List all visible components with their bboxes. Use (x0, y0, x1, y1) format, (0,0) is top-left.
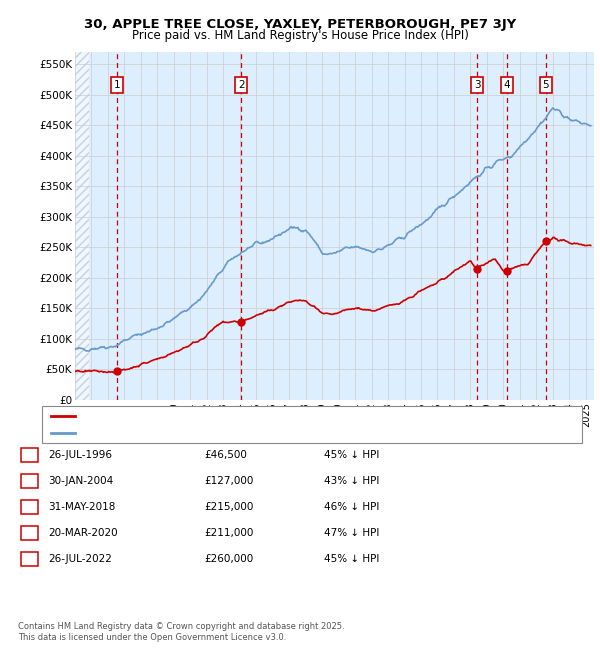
Text: 2: 2 (26, 476, 33, 486)
Text: 4: 4 (503, 80, 511, 90)
Text: Price paid vs. HM Land Registry's House Price Index (HPI): Price paid vs. HM Land Registry's House … (131, 29, 469, 42)
Text: 26-JUL-2022: 26-JUL-2022 (48, 554, 112, 564)
Text: 30, APPLE TREE CLOSE, YAXLEY, PETERBOROUGH, PE7 3JY (detached house): 30, APPLE TREE CLOSE, YAXLEY, PETERBOROU… (79, 411, 459, 421)
Text: 2: 2 (238, 80, 244, 90)
Text: 43% ↓ HPI: 43% ↓ HPI (324, 476, 379, 486)
Text: 46% ↓ HPI: 46% ↓ HPI (324, 502, 379, 512)
Text: £215,000: £215,000 (204, 502, 253, 512)
Text: 45% ↓ HPI: 45% ↓ HPI (324, 554, 379, 564)
Text: 5: 5 (542, 80, 549, 90)
Text: 26-JUL-1996: 26-JUL-1996 (48, 450, 112, 460)
Text: 31-MAY-2018: 31-MAY-2018 (48, 502, 115, 512)
Text: 3: 3 (26, 502, 33, 512)
Text: 1: 1 (26, 450, 33, 460)
Text: 5: 5 (26, 554, 33, 564)
Text: 45% ↓ HPI: 45% ↓ HPI (324, 450, 379, 460)
Text: 4: 4 (26, 528, 33, 538)
Text: Contains HM Land Registry data © Crown copyright and database right 2025.
This d: Contains HM Land Registry data © Crown c… (18, 622, 344, 642)
Bar (75, 52, 89, 400)
Text: 1: 1 (114, 80, 121, 90)
Text: 30, APPLE TREE CLOSE, YAXLEY, PETERBOROUGH, PE7 3JY: 30, APPLE TREE CLOSE, YAXLEY, PETERBOROU… (84, 18, 516, 31)
Text: £46,500: £46,500 (204, 450, 247, 460)
Text: 20-MAR-2020: 20-MAR-2020 (48, 528, 118, 538)
Text: 3: 3 (474, 80, 481, 90)
Text: HPI: Average price, detached house, Huntingdonshire: HPI: Average price, detached house, Hunt… (79, 428, 347, 437)
Text: 30-JAN-2004: 30-JAN-2004 (48, 476, 113, 486)
Text: £127,000: £127,000 (204, 476, 253, 486)
Text: £211,000: £211,000 (204, 528, 253, 538)
Text: 47% ↓ HPI: 47% ↓ HPI (324, 528, 379, 538)
Text: £260,000: £260,000 (204, 554, 253, 564)
